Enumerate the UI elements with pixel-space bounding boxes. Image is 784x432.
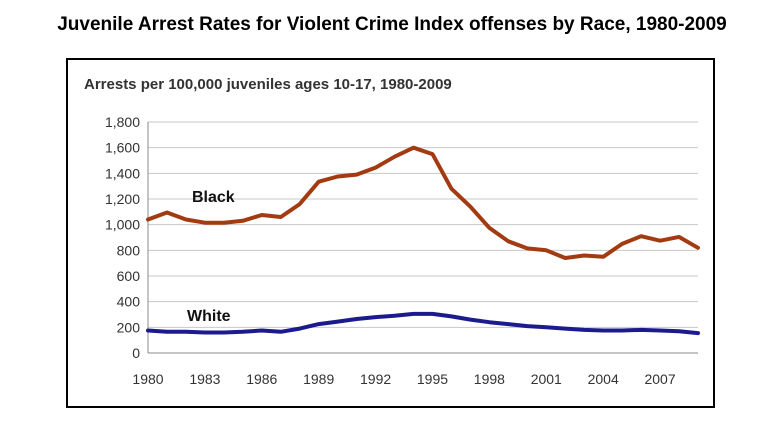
y-tick-label: 1,600 xyxy=(105,140,140,156)
x-tick-label: 1992 xyxy=(360,371,391,387)
series-lines xyxy=(146,145,700,336)
y-tick-label: 1,400 xyxy=(105,165,140,181)
x-tick-label: 2007 xyxy=(644,371,675,387)
x-tick-label: 1980 xyxy=(132,371,163,387)
series-label-white: White xyxy=(187,308,231,325)
y-tick-label: 600 xyxy=(117,268,141,284)
chart-frame xyxy=(66,58,715,408)
x-tick-label: 1998 xyxy=(474,371,505,387)
series-label-black: Black xyxy=(192,189,235,206)
y-tick-label: 1,000 xyxy=(105,217,140,233)
series-line-black xyxy=(146,145,700,260)
y-tick-label: 200 xyxy=(117,319,141,335)
y-tick-label: 1,800 xyxy=(105,114,140,130)
y-tick-labels: 0 200 400 600 800 1,000 1,200 1,400 1,600 1,800 xyxy=(105,114,140,361)
x-tick-label: 2004 xyxy=(588,371,619,387)
x-tick-label: 1983 xyxy=(189,371,220,387)
y-tick-label: 800 xyxy=(117,242,141,258)
x-tick-labels: 1980 1983 1986 1989 1992 1995 1998 2001 2004 2007 xyxy=(132,371,675,387)
page-title: Juvenile Arrest Rates for Violent Crime … xyxy=(57,14,727,35)
chart-subtitle: Arrests per 100,000 juveniles ages 10-17… xyxy=(84,76,452,93)
x-tick-label: 1995 xyxy=(417,371,448,387)
y-tick-label: 400 xyxy=(117,294,141,310)
y-tick-label: 0 xyxy=(132,345,140,361)
axes xyxy=(147,122,698,354)
x-tick-label: 2001 xyxy=(531,371,562,387)
x-tick-label: 1989 xyxy=(303,371,334,387)
x-tick-label: 1986 xyxy=(246,371,277,387)
y-tick-label: 1,200 xyxy=(105,191,140,207)
series-line-white xyxy=(146,311,700,336)
gridlines xyxy=(148,121,698,328)
